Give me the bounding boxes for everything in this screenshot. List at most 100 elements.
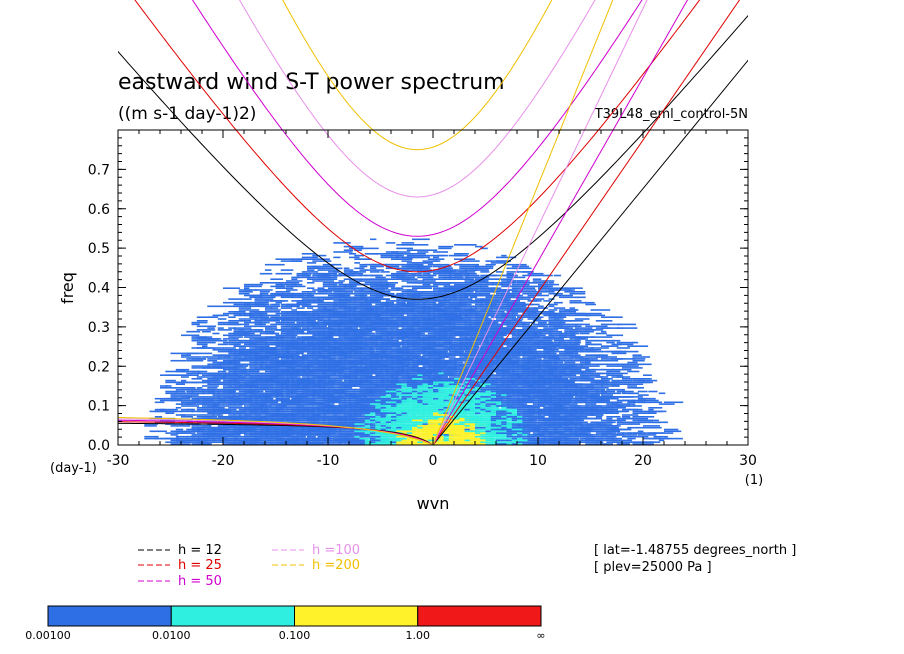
heatmap-cell — [249, 408, 256, 411]
heatmap-cell — [160, 419, 170, 422]
heatmap-cell — [553, 383, 561, 385]
heatmap-cell — [574, 367, 589, 369]
heatmap-cell — [532, 330, 553, 333]
heatmap-cell — [580, 390, 589, 393]
heatmap-cell — [228, 350, 236, 353]
heatmap-cell — [412, 399, 420, 402]
heatmap-cell — [375, 336, 381, 338]
heatmap-cell — [202, 437, 211, 440]
heatmap-cell — [627, 421, 646, 424]
heatmap-cell — [422, 321, 430, 324]
heatmap-cell — [532, 370, 539, 373]
heatmap-cell — [464, 320, 474, 322]
heatmap-cell — [459, 318, 471, 320]
heatmap-cell — [564, 428, 573, 431]
heatmap-cell — [538, 390, 544, 393]
heatmap-cell — [580, 372, 594, 375]
heatmap-cell — [422, 347, 430, 349]
heatmap-cell — [364, 349, 376, 351]
heatmap-cell — [590, 401, 597, 404]
heatmap-cell — [312, 334, 320, 337]
heatmap-cell — [212, 430, 218, 433]
heatmap-cell — [254, 361, 264, 364]
heatmap-cell — [191, 396, 208, 398]
heatmap-cell — [417, 428, 428, 431]
heatmap-cell — [527, 325, 548, 328]
heatmap-cell — [228, 316, 236, 318]
heatmap-cell — [338, 332, 348, 335]
heatmap-cell — [454, 323, 460, 326]
heatmap-cell — [301, 430, 312, 433]
heatmap-cell — [601, 378, 613, 380]
heatmap-cell — [359, 343, 370, 346]
heatmap-cell — [490, 439, 500, 442]
heatmap-cell — [238, 347, 246, 349]
heatmap-cell — [433, 417, 440, 420]
heatmap-cell — [501, 321, 511, 324]
heatmap-cell — [522, 332, 529, 335]
heatmap-cell — [254, 392, 262, 395]
heatmap-cell — [259, 341, 268, 344]
heatmap-cell — [354, 426, 372, 429]
heatmap-cell — [401, 347, 408, 349]
heatmap-cell — [349, 361, 359, 364]
heatmap-cell — [475, 385, 483, 387]
heatmap-cell — [217, 394, 235, 396]
heatmap-cell — [144, 435, 159, 438]
heatmap-cell — [249, 361, 258, 364]
heatmap-cell — [286, 426, 296, 429]
heatmap-cell — [585, 428, 602, 431]
heatmap-cell — [406, 432, 416, 434]
heatmap-cell — [490, 434, 499, 436]
heatmap-cell — [343, 434, 350, 436]
heatmap-cell — [301, 338, 309, 340]
heatmap-cell — [648, 407, 663, 409]
heatmap-cell — [359, 435, 369, 438]
heatmap-cell — [443, 334, 454, 337]
heatmap-cell — [454, 379, 462, 382]
heatmap-cell — [196, 372, 218, 375]
heatmap-cell — [401, 350, 411, 353]
heatmap-cell — [569, 370, 585, 373]
heatmap-cell — [354, 336, 363, 338]
heatmap-cell — [175, 414, 186, 416]
heatmap-cell — [511, 407, 522, 409]
heatmap-cell — [443, 428, 453, 431]
heatmap-cell — [317, 419, 325, 422]
heatmap-cell — [443, 341, 452, 344]
heatmap-cell — [653, 410, 663, 413]
heatmap-cell — [553, 365, 564, 367]
heatmap-cell — [307, 365, 327, 367]
heatmap-cell — [370, 327, 380, 329]
heatmap-cell — [469, 403, 477, 405]
heatmap-cell — [359, 443, 366, 445]
heatmap-cell — [622, 376, 631, 378]
heatmap-cell — [590, 405, 613, 407]
heatmap-cell — [564, 345, 570, 347]
heatmap-cell — [585, 378, 592, 380]
heatmap-cell — [469, 428, 477, 431]
heatmap-cell — [270, 368, 278, 371]
heatmap-cell — [622, 367, 643, 369]
heatmap-cell — [632, 359, 645, 362]
heatmap-cell — [349, 363, 360, 366]
heatmap-cell — [312, 323, 320, 326]
heatmap-cell — [517, 325, 536, 328]
heatmap-cell — [622, 414, 639, 416]
heatmap-cell — [259, 338, 274, 340]
heatmap-cell — [191, 352, 213, 355]
heatmap-cell — [270, 358, 280, 360]
heatmap-cell — [606, 419, 623, 422]
heatmap-cell — [601, 432, 617, 434]
heatmap-cell — [286, 367, 295, 369]
heatmap-cell — [543, 412, 553, 414]
heatmap-cell — [228, 356, 239, 358]
heatmap-cell — [175, 428, 184, 431]
heatmap-cell — [448, 370, 455, 373]
heatmap-cell — [191, 388, 200, 391]
heatmap-cell — [385, 417, 396, 420]
heatmap-cell — [496, 336, 504, 338]
heatmap-cell — [559, 416, 569, 418]
heatmap-cell — [296, 387, 306, 389]
heatmap-cell — [454, 378, 461, 380]
